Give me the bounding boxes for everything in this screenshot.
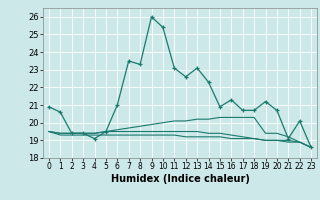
X-axis label: Humidex (Indice chaleur): Humidex (Indice chaleur) [111, 174, 249, 184]
